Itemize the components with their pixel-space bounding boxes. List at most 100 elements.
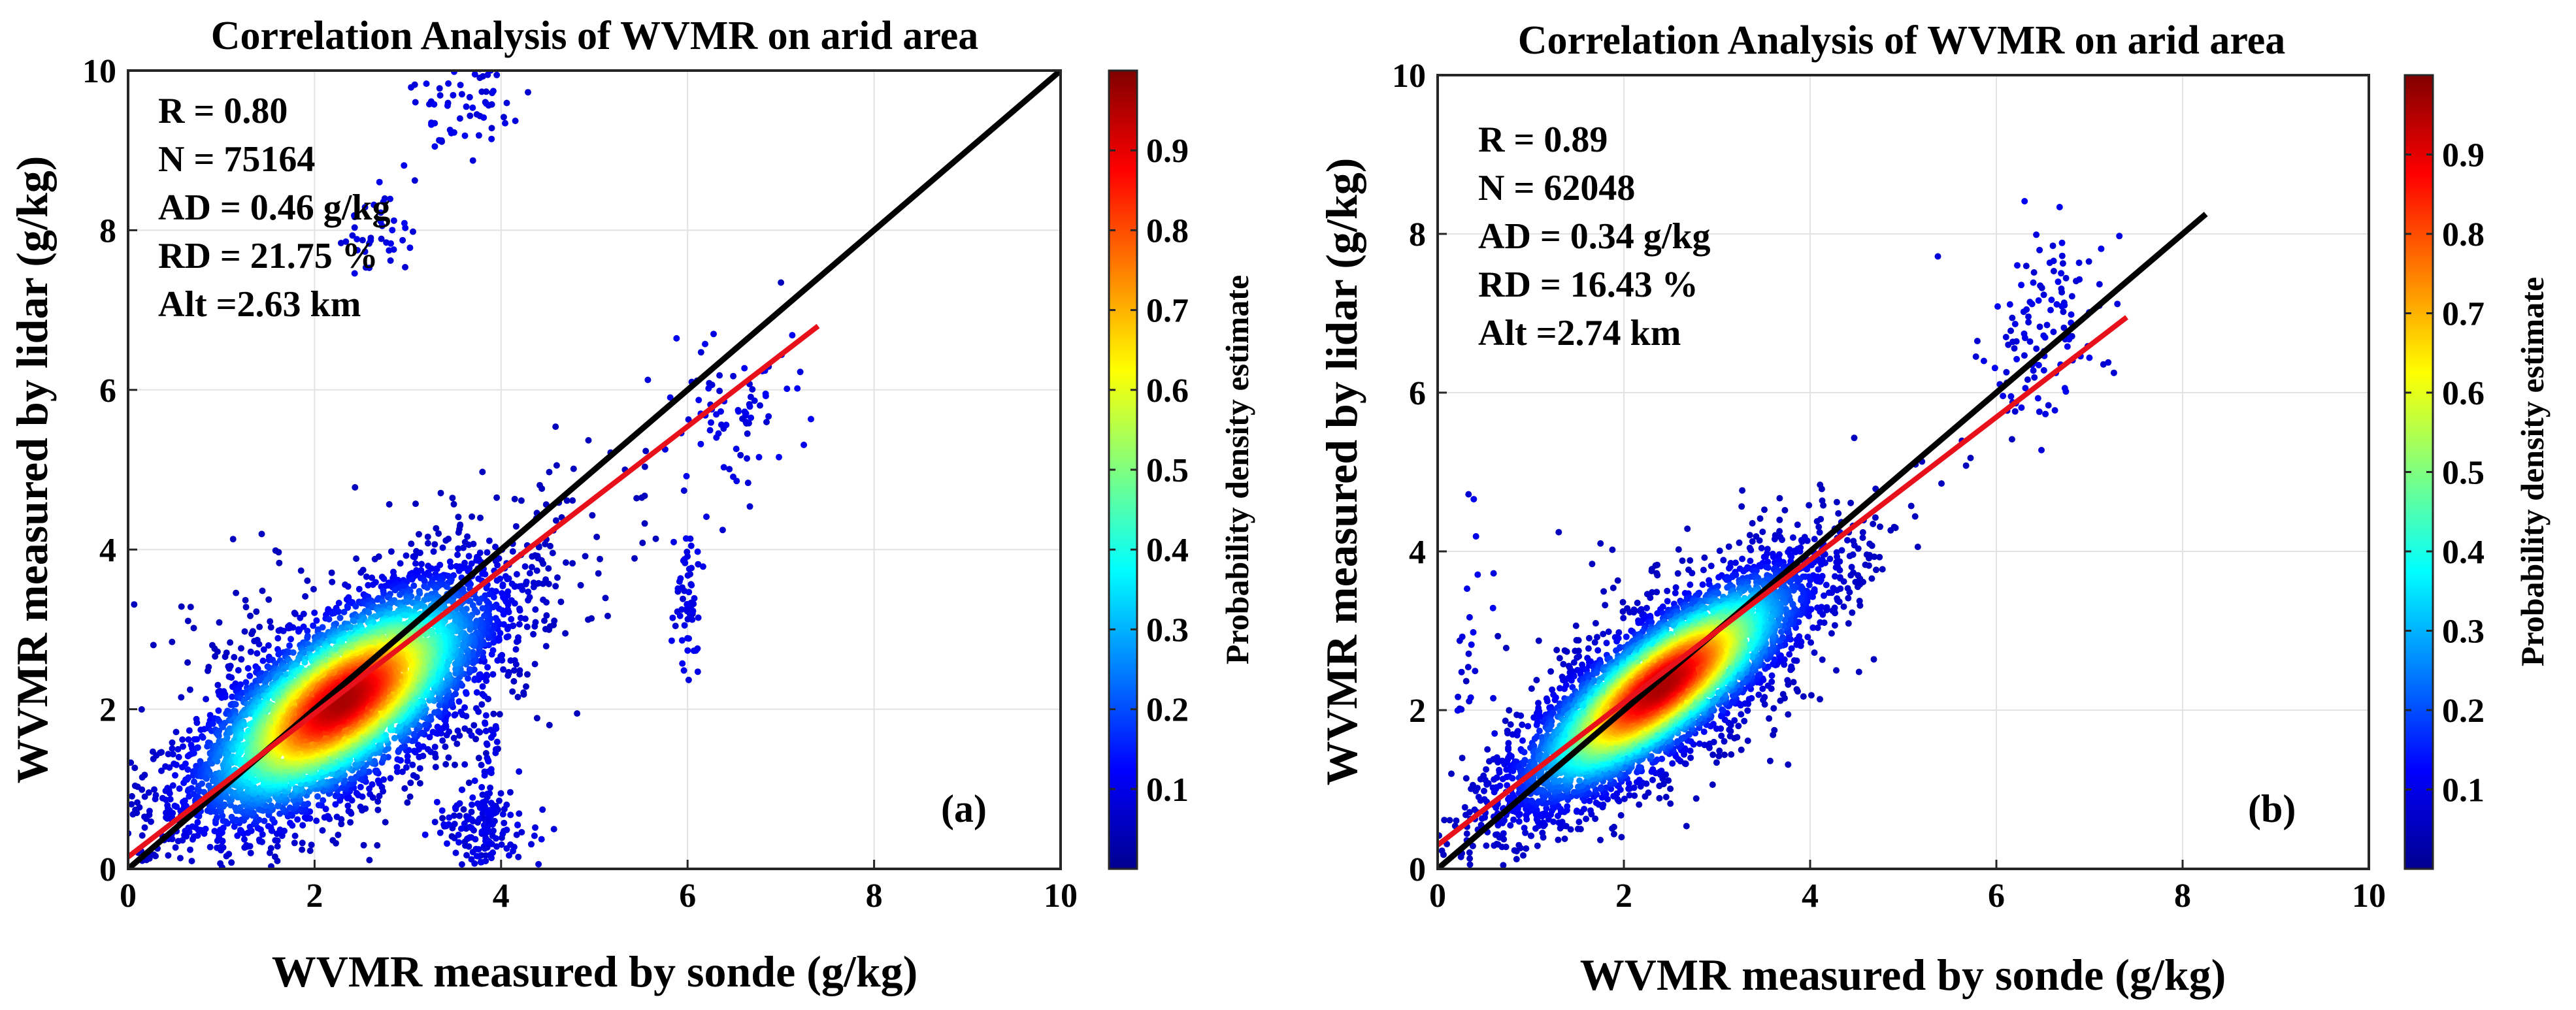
scatter-point: [507, 657, 514, 664]
scatter-point: [461, 761, 469, 768]
scatter-point: [151, 786, 157, 793]
scatter-point: [411, 554, 418, 561]
scatter-point: [374, 806, 382, 813]
scatter-point: [267, 618, 274, 625]
scatter-point: [523, 683, 529, 690]
scatter-point: [439, 544, 446, 551]
scatter-point: [455, 567, 463, 574]
scatter-point: [532, 606, 539, 613]
scatter-point: [639, 540, 646, 546]
scatter-point: [685, 565, 693, 572]
scatter-point: [428, 121, 435, 128]
scatter-point: [329, 578, 336, 585]
scatter-point: [520, 689, 527, 696]
scatter-point: [221, 801, 228, 808]
scatter-point: [695, 614, 702, 621]
scatter-point: [477, 624, 484, 631]
scatter-point: [501, 819, 508, 826]
scatter-point: [450, 129, 457, 136]
scatter-point: [191, 778, 197, 785]
scatter-point: [190, 749, 197, 757]
scatter-point: [484, 549, 491, 556]
scatter-point: [351, 214, 358, 221]
scatter-point: [454, 727, 461, 734]
scatter-point: [446, 558, 454, 565]
scatter-point: [493, 835, 499, 842]
scatter-point: [172, 844, 179, 851]
scatter-point: [186, 686, 193, 693]
scatter-point: [313, 817, 320, 824]
scatter-point: [152, 792, 159, 799]
scatter-point: [516, 810, 523, 817]
scatter-point: [310, 585, 317, 593]
scatter-point: [449, 495, 456, 502]
scatter-point: [652, 535, 659, 542]
scatter-point: [222, 653, 229, 660]
scatter-point: [158, 749, 165, 756]
scatter-point: [406, 244, 414, 252]
scatter-point: [310, 622, 317, 629]
scatter-point: [374, 798, 382, 805]
scatter-point: [276, 559, 283, 566]
scatter-point: [247, 648, 254, 655]
scatter-point: [468, 824, 475, 832]
scatter-point: [194, 744, 201, 751]
scatter-point: [408, 576, 416, 583]
scatter-point: [466, 666, 473, 673]
scatter-point: [228, 674, 235, 681]
scatter-point: [726, 466, 733, 473]
scatter-point: [378, 235, 385, 242]
scatter-point: [217, 860, 224, 867]
scatter-point: [542, 626, 549, 632]
scatter-point: [397, 560, 404, 567]
scatter-point: [429, 728, 437, 736]
scatter-point: [202, 825, 209, 832]
scatter-point: [512, 646, 520, 653]
scatter-point: [563, 497, 570, 504]
scatter-point: [757, 402, 763, 409]
scatter-point: [462, 689, 469, 696]
scatter-point: [465, 675, 472, 682]
scatter-point: [391, 734, 398, 741]
scatter-point: [172, 772, 178, 779]
scatter-point: [409, 599, 416, 606]
scatter-point: [356, 770, 363, 777]
scatter-point: [426, 734, 433, 741]
scatter-point: [676, 612, 684, 619]
scatter-point: [680, 667, 687, 674]
scatter-point: [357, 783, 364, 790]
scatter-point: [486, 537, 493, 544]
scatter-point: [424, 540, 431, 547]
scatter-point: [141, 824, 148, 831]
scatter-point: [186, 727, 193, 734]
scatter-point: [442, 760, 450, 768]
scatter-point: [695, 561, 702, 568]
scatter-point: [128, 792, 135, 800]
scatter-point: [412, 99, 419, 106]
scatter-point: [410, 730, 418, 738]
scatter-point: [304, 634, 311, 642]
scatter-point: [406, 793, 414, 800]
scatter-point: [667, 394, 674, 401]
scatter-point: [365, 581, 372, 589]
scatter-point: [169, 809, 176, 817]
scatter-point: [259, 657, 267, 664]
scatter-point: [435, 627, 442, 634]
scatter-point: [502, 120, 508, 127]
scatter-point: [542, 540, 549, 547]
scatter-point: [551, 617, 558, 625]
scatter-point: [461, 559, 469, 566]
scatter-point: [407, 779, 414, 787]
scatter-point: [280, 627, 287, 634]
scatter-point: [150, 851, 157, 858]
scatter-point: [512, 118, 519, 124]
scatter-point: [256, 623, 263, 630]
scatter-point: [373, 613, 380, 620]
scatter-point: [689, 616, 696, 623]
scatter-point: [517, 615, 524, 621]
scatter-point: [673, 334, 680, 342]
scatter-point: [295, 628, 302, 635]
scatter-point: [702, 340, 708, 348]
scatter-point: [229, 536, 237, 543]
scatter-point: [469, 104, 476, 111]
